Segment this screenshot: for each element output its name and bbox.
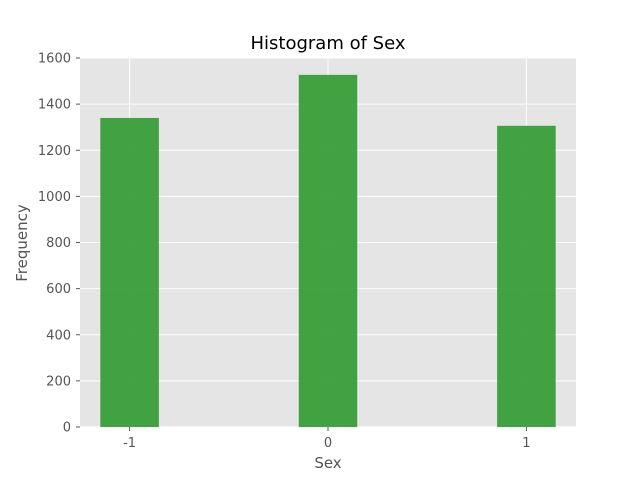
y-tick-label: 200 <box>46 374 71 389</box>
y-tick-label: 600 <box>46 282 71 297</box>
bars <box>100 74 556 428</box>
y-tick-label: 800 <box>46 236 71 251</box>
y-tick-label: 1000 <box>38 190 71 205</box>
y-tick-label: 1400 <box>38 98 71 113</box>
y-axis-label: Frequency <box>13 204 31 282</box>
y-axis-ticks: 0 200 400 600 800 1000 1200 1400 1600 <box>38 52 80 436</box>
x-tick-label: 1 <box>522 436 530 451</box>
x-axis-ticks: -1 0 1 <box>123 427 531 451</box>
y-tick-label: 1600 <box>38 52 71 67</box>
x-tick-label: -1 <box>123 436 136 451</box>
y-tick-label: 1200 <box>38 144 71 159</box>
x-tick-label: 0 <box>324 436 332 451</box>
x-axis-label: Sex <box>314 454 341 472</box>
bar-1 <box>497 125 556 428</box>
y-tick-label: 400 <box>46 328 71 343</box>
bar--1 <box>100 117 159 428</box>
bar-0 <box>298 74 358 427</box>
chart-title: Histogram of Sex <box>250 33 405 54</box>
y-tick-label: 0 <box>63 421 71 436</box>
